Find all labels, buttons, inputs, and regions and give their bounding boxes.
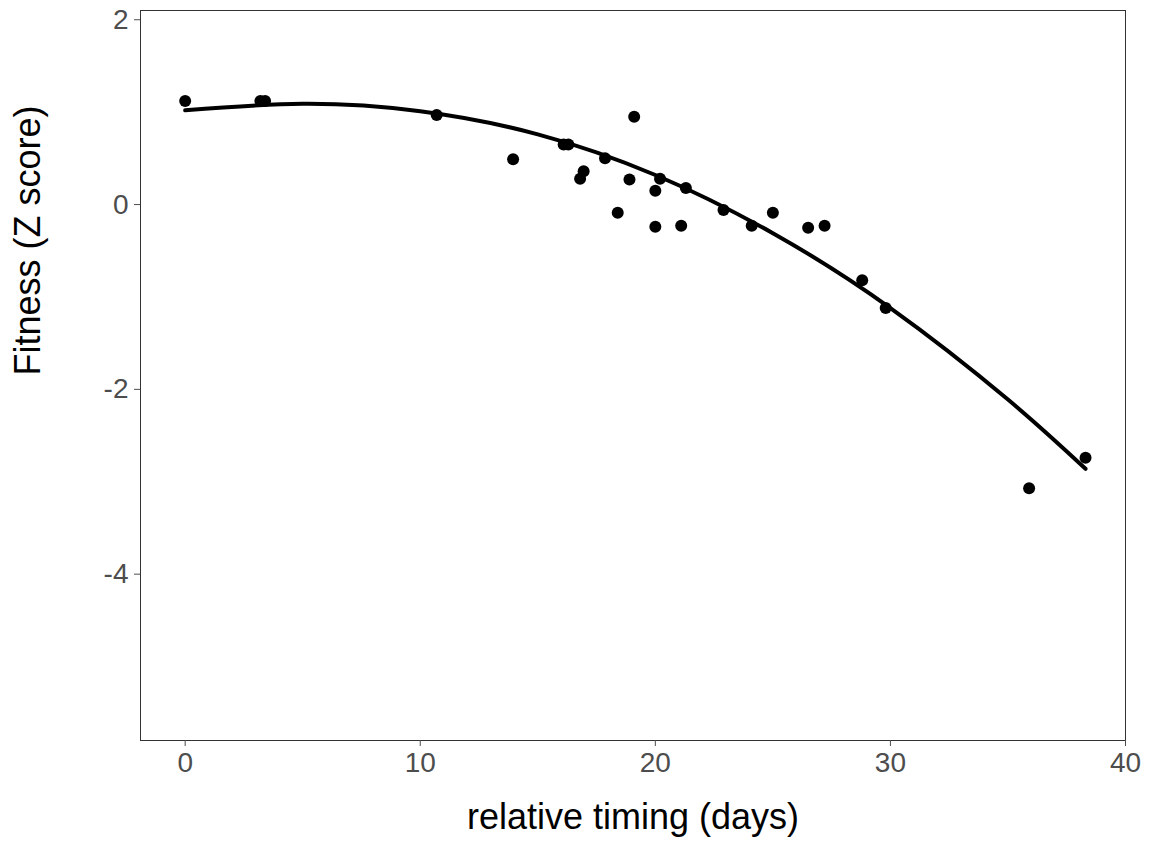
svg-text:relative timing (days): relative timing (days) bbox=[467, 796, 799, 837]
svg-text:-4: -4 bbox=[104, 558, 129, 589]
svg-text:30: 30 bbox=[875, 747, 906, 778]
svg-text:-2: -2 bbox=[104, 373, 129, 404]
svg-text:Fitness (Z score): Fitness (Z score) bbox=[7, 105, 48, 375]
svg-text:10: 10 bbox=[405, 747, 436, 778]
svg-text:20: 20 bbox=[640, 747, 671, 778]
svg-text:2: 2 bbox=[113, 4, 129, 35]
svg-text:0: 0 bbox=[113, 189, 129, 220]
svg-text:40: 40 bbox=[1110, 747, 1141, 778]
svg-text:0: 0 bbox=[177, 747, 193, 778]
